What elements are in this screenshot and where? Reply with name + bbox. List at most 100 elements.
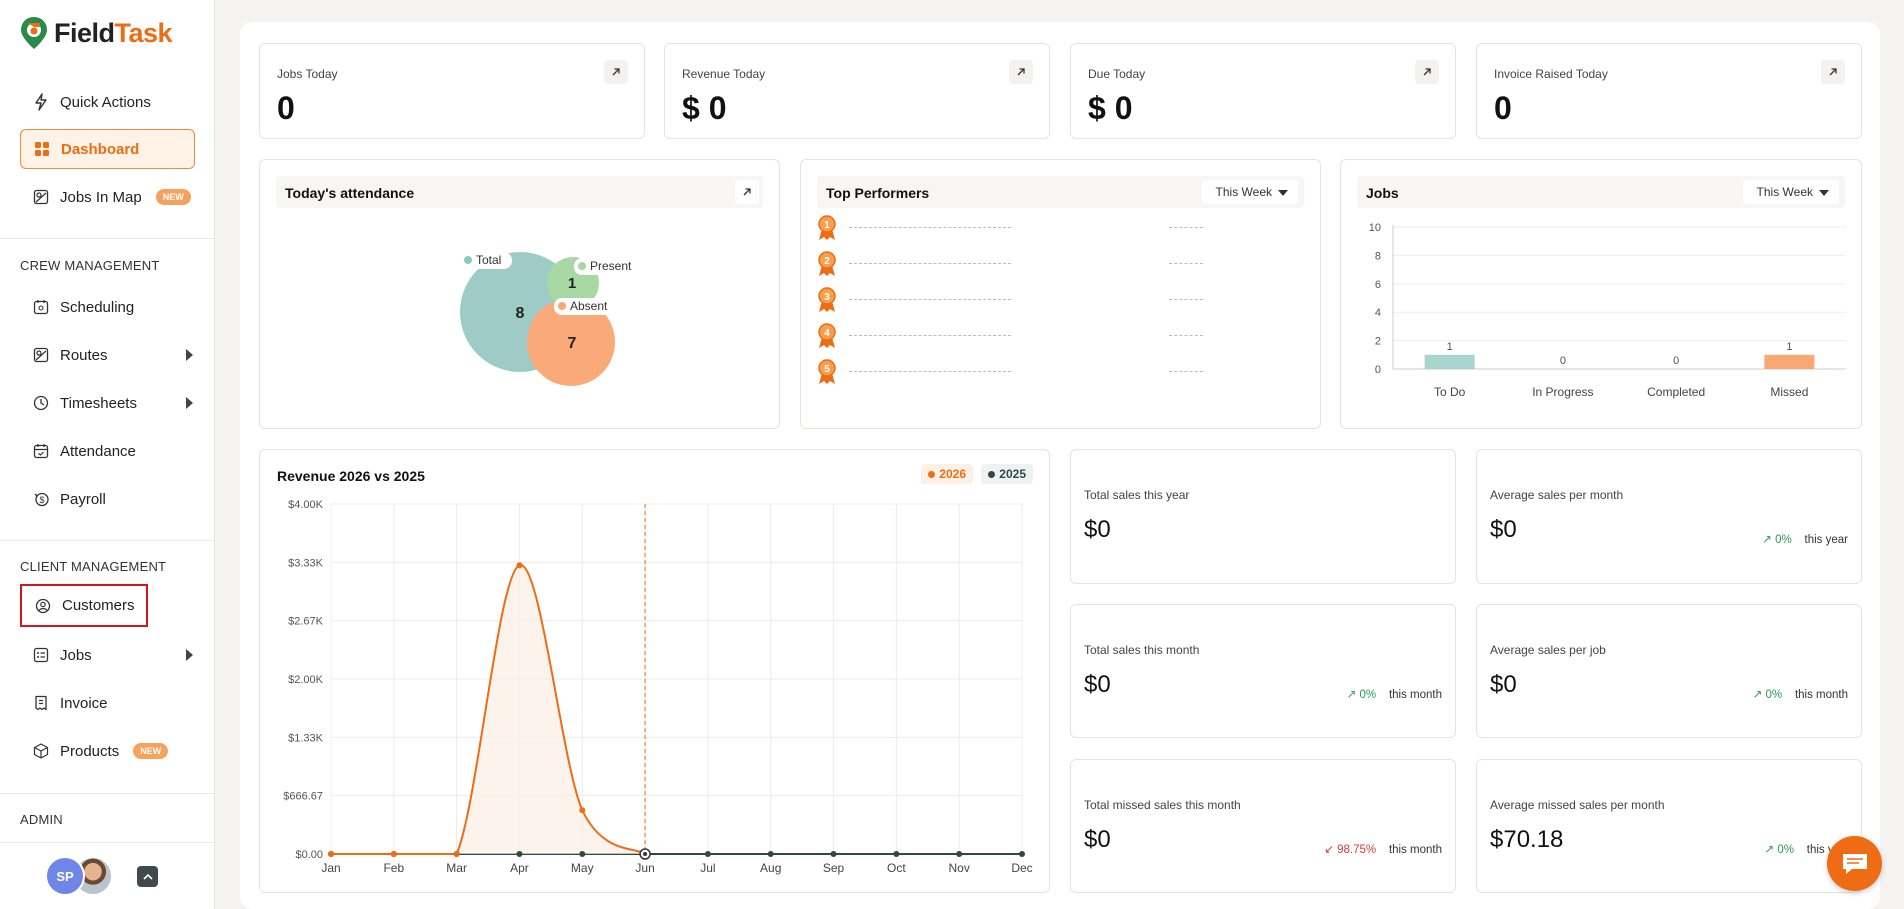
divider	[0, 793, 215, 794]
rank-medal-icon: 5	[818, 359, 836, 384]
stat-label: Revenue Today	[682, 67, 766, 81]
missed-sales-month-card: Total missed sales this month $0 ↙ 98.75…	[1070, 759, 1456, 893]
nav-invoice[interactable]: Invoice	[20, 683, 195, 723]
performer-name-placeholder	[849, 263, 1011, 264]
x-tick-label: Mar	[446, 861, 467, 875]
performer-row: 4	[817, 323, 1203, 348]
total-dot	[464, 256, 472, 264]
nav-label: Customers	[62, 597, 135, 614]
trend-down-icon: ↙	[1324, 844, 1334, 856]
avatar-initials[interactable]: SP	[45, 856, 85, 896]
y-tick-label: 6	[1375, 279, 1381, 291]
series-2026-area	[331, 565, 646, 854]
nav-products[interactable]: Products NEW	[20, 731, 195, 771]
present-tag	[574, 258, 636, 275]
x-tick-label: To Do	[1434, 385, 1466, 399]
y-tick-label: $0.00	[295, 849, 323, 861]
jobs-panel: Jobs This Week 0 2 4 6 8 10 1 To Do 0 In Progress…	[1340, 159, 1862, 429]
legend-2026[interactable]: 2026	[921, 464, 973, 484]
y-tick-label: 4	[1375, 307, 1381, 319]
total-tag	[460, 252, 512, 269]
sales-value: $0	[1084, 516, 1111, 543]
rank-number: 1	[824, 220, 830, 231]
user-avatars[interactable]: SP	[45, 856, 117, 896]
stat-card-due-today: Due Today $ 0	[1070, 43, 1456, 139]
nav-jobs[interactable]: Jobs	[20, 635, 195, 675]
bar	[1424, 354, 1475, 369]
nav-label: Attendance	[60, 442, 136, 460]
performer-row: 5	[817, 359, 1203, 384]
nav-customers[interactable]: Customers	[20, 584, 148, 627]
brand-name: FieldTask	[54, 17, 173, 48]
sales-value: $0	[1084, 826, 1111, 853]
payroll-icon: $	[32, 490, 50, 508]
new-badge: NEW	[155, 189, 191, 205]
sales-value: $70.18	[1490, 826, 1564, 853]
stat-card-jobs-today: Jobs Today 0	[259, 43, 645, 139]
y-tick-label: $3.33K	[288, 557, 324, 569]
series-2025-point	[830, 851, 837, 857]
performer-row: 1	[817, 215, 1203, 240]
legend-2025[interactable]: 2025	[981, 464, 1033, 484]
arrow-up-right-icon	[1829, 68, 1837, 76]
new-badge: NEW	[133, 743, 169, 759]
period-dropdown[interactable]: This Week	[1742, 180, 1839, 204]
open-link-button[interactable]	[735, 180, 759, 204]
rank-medal-icon: 2	[818, 251, 836, 276]
absent-label: Absent	[570, 299, 608, 313]
expand-arrow-icon[interactable]	[186, 649, 193, 661]
attendance-icon	[32, 442, 50, 460]
expand-arrow-icon[interactable]	[186, 349, 193, 361]
nav-payroll[interactable]: $ Payroll	[20, 479, 195, 519]
divider	[0, 238, 215, 239]
stat-label: Jobs Today	[277, 67, 338, 81]
total-value: 8	[516, 305, 525, 322]
client-management-heading: CLIENT MANAGEMENT	[20, 559, 167, 574]
revenue-panel: Revenue 2026 vs 2025 2026 2025 $0.00 $666…	[259, 449, 1050, 893]
open-link-button[interactable]	[1415, 60, 1439, 84]
stat-value: 0	[1494, 90, 1512, 126]
bar	[1764, 354, 1815, 369]
data-label: 0	[1560, 355, 1566, 367]
nav-dashboard[interactable]: Dashboard	[20, 129, 195, 169]
x-tick-label: Jun	[635, 861, 654, 875]
expand-arrow-icon[interactable]	[186, 397, 193, 409]
sales-delta: ↗ 0% this month	[1346, 689, 1442, 701]
sales-label: Average sales per job	[1490, 643, 1606, 657]
performer-value-placeholder	[1169, 335, 1203, 336]
series-2025-point	[956, 851, 963, 857]
period-dropdown[interactable]: This Week	[1201, 180, 1298, 204]
nav-scheduling[interactable]: Scheduling	[20, 287, 195, 327]
present-value: 1	[568, 275, 576, 292]
performer-name-placeholder	[849, 335, 1011, 336]
nav-timesheets[interactable]: Timesheets	[20, 383, 195, 423]
fieldtask-logo[interactable]: FieldTask	[20, 16, 173, 50]
panel-title: Today's attendance	[285, 185, 415, 201]
jobs-list-icon	[32, 646, 50, 664]
collapse-button[interactable]	[137, 866, 158, 887]
open-link-button[interactable]	[604, 60, 628, 84]
chat-button[interactable]	[1827, 836, 1882, 891]
nav-attendance[interactable]: Attendance	[20, 431, 195, 471]
nav-label: Quick Actions	[60, 93, 151, 111]
nav-jobs-in-map[interactable]: Jobs In Map NEW	[20, 177, 195, 217]
lightning-icon	[32, 93, 50, 111]
absent-bubble[interactable]	[527, 298, 615, 386]
series-2025-point	[893, 851, 900, 857]
y-tick-label: 8	[1375, 250, 1381, 262]
x-tick-label: Feb	[383, 861, 404, 875]
rank-number: 3	[824, 292, 830, 303]
nav-label: Payroll	[60, 490, 106, 508]
performer-row: 2	[817, 251, 1203, 276]
open-link-button[interactable]	[1821, 60, 1845, 84]
open-link-button[interactable]	[1009, 60, 1033, 84]
nav-quick-actions[interactable]: Quick Actions	[20, 82, 195, 122]
rank-number: 5	[824, 364, 830, 375]
series-2025-point	[1019, 851, 1025, 857]
avg-sales-job-card: Average sales per job $0 ↗ 0% this month	[1476, 604, 1862, 738]
nav-routes[interactable]: Routes	[20, 335, 195, 375]
admin-heading: ADMIN	[20, 812, 63, 827]
nav-label: Jobs	[60, 646, 92, 664]
divider	[0, 540, 215, 541]
performer-value-placeholder	[1169, 371, 1203, 372]
